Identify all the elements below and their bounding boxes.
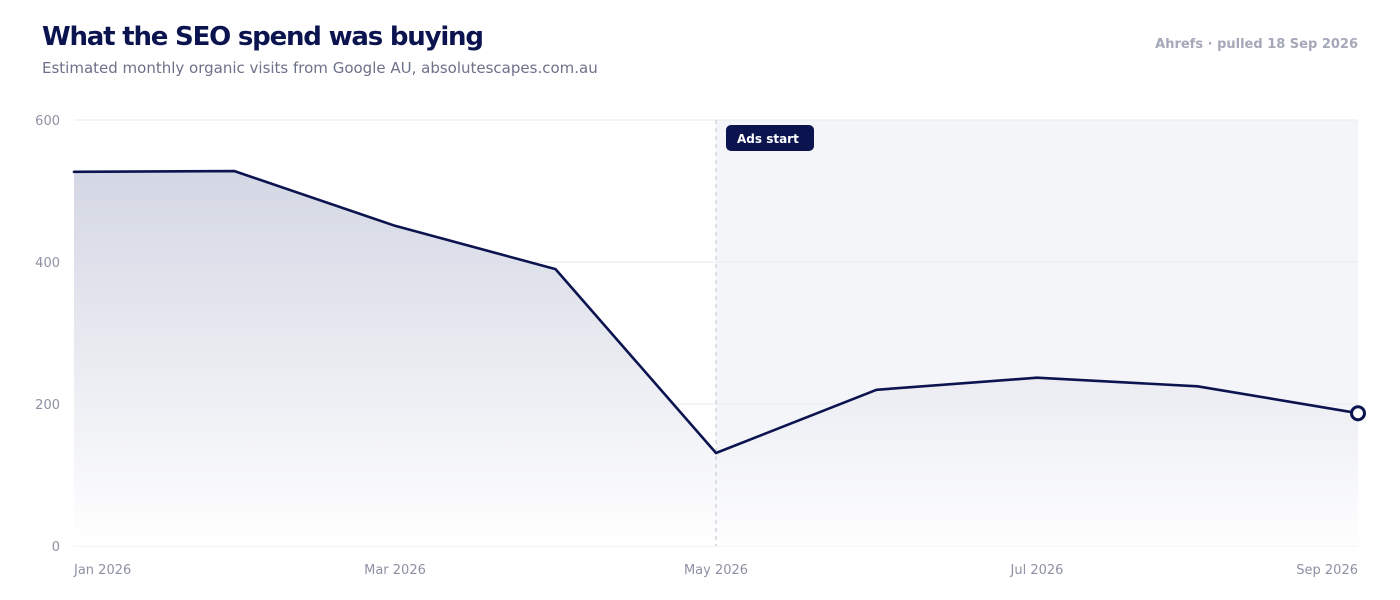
x-tick-label-8: Sep 2026 xyxy=(1296,563,1358,578)
y-tick-label-600: 600 xyxy=(35,114,60,129)
x-tick-label-6: Jul 2026 xyxy=(1010,563,1064,578)
y-tick-label-0: 0 xyxy=(52,540,60,555)
x-tick-label-4: May 2026 xyxy=(684,563,748,578)
chart-title: What the SEO spend was buying xyxy=(42,22,484,52)
x-tick-label-0: Jan 2026 xyxy=(73,563,131,578)
y-tick-label-400: 400 xyxy=(35,256,60,271)
latest-value-marker xyxy=(1350,405,1366,422)
series-area-fill xyxy=(74,171,1358,546)
y-tick-label-200: 200 xyxy=(35,398,60,413)
chart-subtitle: Estimated monthly organic visits from Go… xyxy=(42,59,598,77)
data-source-note: Ahrefs · pulled 18 Sep 2026 xyxy=(1155,37,1358,52)
series-line xyxy=(72,169,1360,455)
ads-start-badge xyxy=(726,125,814,151)
ads-start-label: Ads start xyxy=(737,132,799,146)
x-tick-label-2: Mar 2026 xyxy=(364,563,426,578)
